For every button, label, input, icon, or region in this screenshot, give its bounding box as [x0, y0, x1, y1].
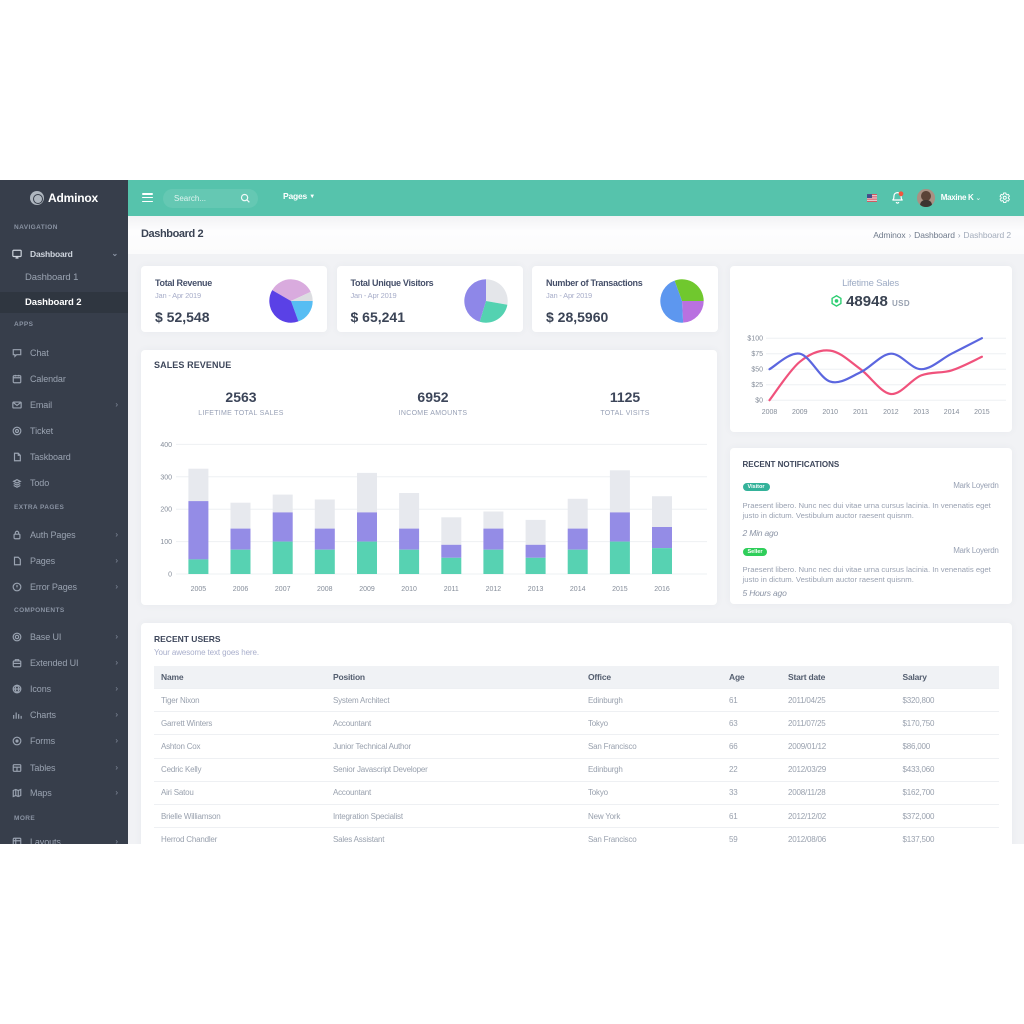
svg-text:$100: $100 [747, 336, 763, 343]
svg-text:200: 200 [160, 507, 172, 514]
svg-text:2013: 2013 [528, 586, 544, 593]
svg-text:2013: 2013 [913, 409, 929, 416]
svg-text:2009: 2009 [792, 409, 808, 416]
svg-text:0: 0 [168, 572, 172, 579]
svg-text:2011: 2011 [852, 409, 867, 416]
svg-text:300: 300 [160, 474, 172, 481]
svg-text:2010: 2010 [822, 409, 838, 416]
svg-text:2015: 2015 [612, 586, 628, 593]
svg-text:2014: 2014 [943, 409, 959, 416]
svg-text:2016: 2016 [654, 586, 670, 593]
svg-text:2008: 2008 [317, 586, 333, 593]
svg-text:2006: 2006 [233, 586, 249, 593]
svg-text:$75: $75 [751, 351, 763, 358]
svg-text:2012: 2012 [486, 586, 502, 593]
svg-text:$25: $25 [751, 382, 763, 389]
svg-text:$50: $50 [751, 367, 763, 374]
svg-text:2005: 2005 [191, 586, 207, 593]
svg-text:2007: 2007 [275, 586, 291, 593]
svg-text:2008: 2008 [761, 409, 777, 416]
svg-text:2011: 2011 [444, 586, 459, 593]
svg-text:400: 400 [160, 442, 172, 449]
svg-text:2014: 2014 [570, 586, 586, 593]
svg-text:2010: 2010 [401, 586, 417, 593]
svg-text:100: 100 [160, 539, 172, 546]
svg-text:$0: $0 [755, 398, 763, 405]
svg-text:2015: 2015 [974, 409, 990, 416]
svg-text:2009: 2009 [359, 586, 375, 593]
svg-text:2012: 2012 [883, 409, 899, 416]
